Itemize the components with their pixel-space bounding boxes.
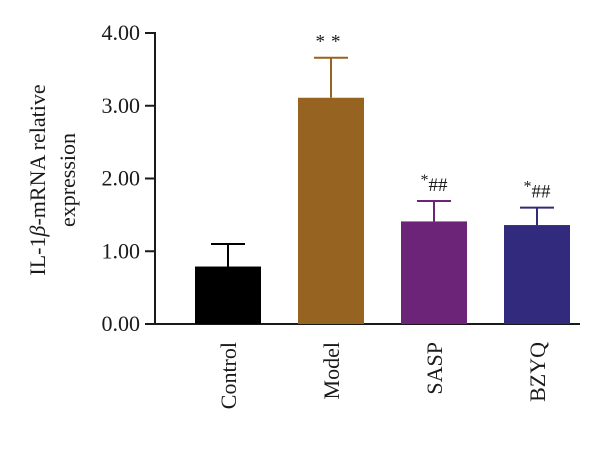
bar-sasp <box>401 221 467 324</box>
bar-control <box>195 266 261 324</box>
significance-label-bzyq: *## <box>524 179 552 203</box>
significance-hash: ## <box>532 182 552 203</box>
x-tick-label-control: Control <box>216 342 241 409</box>
y-tick-label: 2.00 <box>102 166 141 191</box>
y-tick-label: 0.00 <box>102 311 141 336</box>
y-axis-label-line2: expression <box>55 133 80 227</box>
bar-model <box>298 97 364 324</box>
significance-label-sasp: *## <box>421 172 449 196</box>
significance-label-model: ** <box>316 32 347 53</box>
y-axis-label-line1: IL-1β-mRNA relative <box>25 84 50 275</box>
x-tick-label-sasp: SASP <box>422 342 447 395</box>
significance-hash: ## <box>429 175 449 196</box>
significance-star: ** <box>316 32 347 53</box>
bar-bzyq <box>504 225 570 324</box>
significance-star: * <box>524 179 532 196</box>
bars <box>195 97 570 324</box>
x-tick-label-model: Model <box>319 342 344 399</box>
y-axis-label: IL-1β-mRNA relative expression <box>25 84 80 275</box>
y-tick-label: 1.00 <box>102 238 141 263</box>
error-bars <box>211 56 554 267</box>
x-tick-label-bzyq: BZYQ <box>525 342 550 402</box>
x-tick-labels: Control Model SASP BZYQ <box>216 342 550 409</box>
significance-star: * <box>421 172 429 189</box>
y-tick-label: 4.00 <box>102 20 141 45</box>
significance-annotations: ***## *## <box>316 32 552 203</box>
y-tick-label: 3.00 <box>102 93 141 118</box>
